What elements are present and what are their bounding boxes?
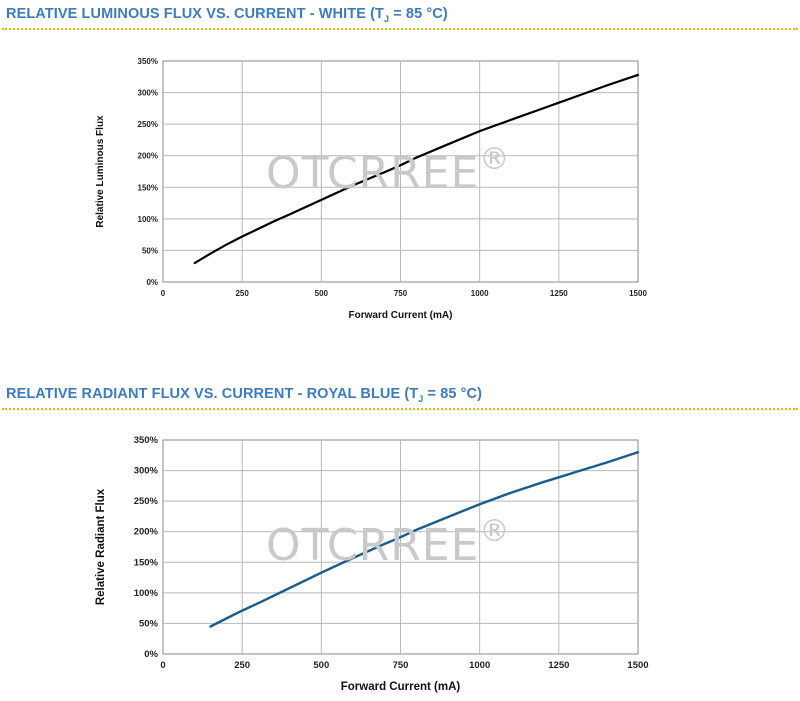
watermark: OTCRREE®: [266, 514, 511, 571]
chart-heading-radiant: RELATIVE RADIANT FLUX VS. CURRENT - ROYA…: [6, 386, 483, 404]
x-axis-title: Forward Current (mA): [349, 310, 453, 321]
x-tick-label: 1500: [627, 660, 648, 671]
x-tick-label: 1000: [471, 289, 489, 298]
y-tick-label: 150%: [138, 183, 158, 192]
radiant-flux-chart: 0 250 500 750 1000 1250 1500 0% 50% 100% 150% 200% 2…: [95, 435, 649, 693]
x-tick-label: 250: [234, 660, 250, 671]
y-tick-label: 350%: [134, 435, 159, 446]
y-axis-title: Relative Radiant Flux: [95, 488, 107, 605]
y-tick-label: 300%: [138, 89, 158, 98]
y-tick-label: 100%: [138, 215, 158, 224]
y-tick-label: 300%: [134, 466, 159, 477]
watermark: OTCRREE®: [266, 142, 511, 199]
x-tick-label: 750: [394, 289, 408, 298]
x-tick-label: 0: [161, 289, 166, 298]
x-axis-title: Forward Current (mA): [341, 681, 461, 693]
x-tick-label: 0: [160, 660, 165, 671]
y-tick-label: 200%: [134, 527, 159, 538]
y-tick-label: 50%: [142, 246, 158, 255]
y-tick-label: 100%: [134, 588, 159, 599]
x-tick-label: 1250: [550, 289, 568, 298]
y-tick-label: 50%: [139, 618, 159, 629]
y-tick-label: 0%: [146, 278, 158, 287]
chart-section-luminous: RELATIVE LUMINOUS FLUX VS. CURRENT - WHI…: [0, 0, 800, 340]
y-tick-label: 150%: [134, 557, 159, 568]
y-tick-label: 350%: [138, 57, 158, 66]
series-line: [193, 73, 640, 265]
dotted-divider: [2, 408, 798, 410]
chart-section-radiant: RELATIVE RADIANT FLUX VS. CURRENT - ROYA…: [0, 380, 800, 701]
x-tick-label: 1000: [469, 660, 490, 671]
y-tick-label: 250%: [134, 496, 159, 507]
dotted-divider: [2, 28, 798, 30]
luminous-flux-chart: 0 250 500 750 1000 1250 1500 0% 50% 100% 150% 200% 2…: [95, 57, 647, 321]
x-tick-label: 500: [313, 660, 329, 671]
y-tick-label: 0%: [144, 649, 158, 660]
chart-heading-luminous: RELATIVE LUMINOUS FLUX VS. CURRENT - WHI…: [6, 6, 448, 24]
y-axis-title: Relative Luminous Flux: [95, 115, 106, 228]
y-tick-label: 200%: [138, 152, 158, 161]
x-tick-label: 250: [235, 289, 249, 298]
x-tick-label: 1250: [548, 660, 569, 671]
series-line: [209, 451, 640, 628]
x-tick-label: 1500: [629, 289, 647, 298]
y-tick-label: 250%: [138, 120, 158, 129]
x-tick-label: 500: [315, 289, 329, 298]
x-tick-label: 750: [393, 660, 409, 671]
